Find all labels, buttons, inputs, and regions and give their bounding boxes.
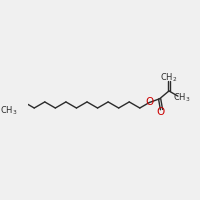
Text: O: O [146,97,154,107]
Text: CH$_2$: CH$_2$ [160,72,178,84]
Text: O: O [156,107,164,117]
Text: CH$_3$: CH$_3$ [0,105,17,117]
Text: CH$_3$: CH$_3$ [173,91,190,104]
